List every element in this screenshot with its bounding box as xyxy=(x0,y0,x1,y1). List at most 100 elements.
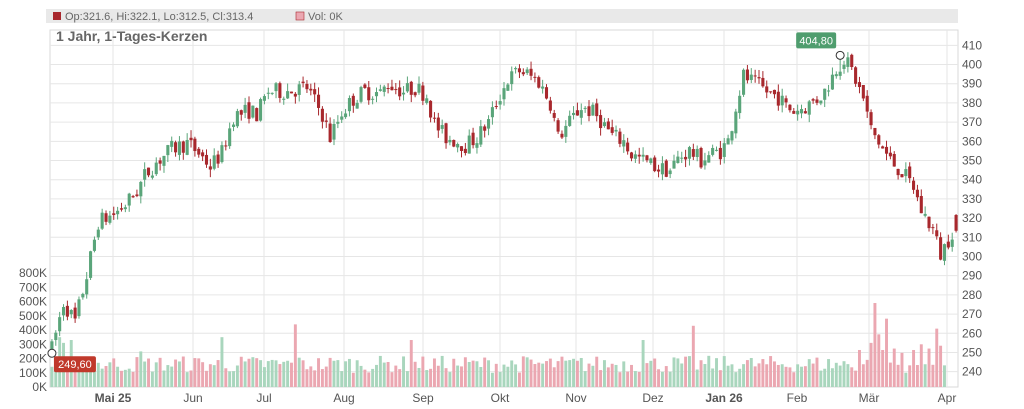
candle-body xyxy=(463,148,467,154)
volume-bar xyxy=(707,355,711,387)
candle-body xyxy=(676,156,680,163)
price-tick-label: 300 xyxy=(962,249,982,263)
volume-bar xyxy=(800,366,803,387)
price-tick-label: 310 xyxy=(962,230,982,244)
candle-body xyxy=(490,107,494,118)
price-tick-label: 380 xyxy=(962,96,982,110)
candle-body xyxy=(633,154,637,159)
volume-bar xyxy=(347,358,351,387)
volume-bar xyxy=(699,360,703,387)
volume-bar xyxy=(409,340,413,387)
volume-bar xyxy=(537,362,541,387)
candle-body xyxy=(827,90,831,92)
candle-body xyxy=(552,113,556,118)
candle-body xyxy=(452,139,456,147)
volume-bar xyxy=(923,364,927,387)
volume-bar xyxy=(313,370,317,387)
volume-bar xyxy=(208,364,212,387)
price-tick-label: 270 xyxy=(962,307,982,321)
candle-body xyxy=(823,88,827,100)
candle-body xyxy=(919,195,923,214)
volume-bar xyxy=(429,368,433,387)
volume-bar xyxy=(556,361,560,387)
candle-body xyxy=(811,99,815,101)
candle-body xyxy=(328,123,332,143)
candle-body xyxy=(595,103,599,117)
candle-body xyxy=(243,104,247,113)
volume-bar xyxy=(123,369,127,387)
candle-body xyxy=(409,81,413,95)
volume-bar xyxy=(174,359,178,387)
volume-bar xyxy=(510,360,514,387)
volume-bar xyxy=(402,356,406,387)
volume-bar xyxy=(421,356,425,387)
candle-body xyxy=(274,83,278,92)
candle-body xyxy=(262,96,266,101)
volume-bar xyxy=(162,370,166,387)
candle-body xyxy=(228,128,232,147)
volume-bar xyxy=(602,360,606,387)
candle-body xyxy=(131,196,135,198)
candle-body xyxy=(309,88,313,91)
candle-body xyxy=(479,126,483,145)
volume-bar xyxy=(807,359,811,387)
candle-body xyxy=(146,167,151,176)
volume-bar xyxy=(695,369,699,387)
candle-body xyxy=(591,104,595,116)
candle-body xyxy=(881,146,885,149)
volume-bar xyxy=(869,342,873,387)
volume-bar xyxy=(854,370,858,387)
candle-body xyxy=(884,146,889,154)
candle-body xyxy=(602,122,607,127)
volume-bar xyxy=(127,368,131,387)
candle-body xyxy=(587,106,591,117)
candle-body xyxy=(819,100,823,104)
candle-body xyxy=(548,100,552,111)
volume-bar xyxy=(919,344,923,387)
volume-bar xyxy=(676,358,680,387)
legend-bar xyxy=(46,9,958,23)
candle-body xyxy=(494,106,498,108)
volume-bar xyxy=(514,364,518,387)
candle-body xyxy=(614,129,618,132)
volume-bar xyxy=(900,352,904,387)
volume-tick-label: 800K xyxy=(19,266,47,280)
volume-bar xyxy=(317,358,321,387)
candle-body xyxy=(908,166,912,179)
candle-body xyxy=(637,154,641,157)
low-label: 249,60 xyxy=(58,359,92,371)
price-tick-label: 260 xyxy=(962,326,982,340)
volume-tick-label: 700K xyxy=(19,280,47,294)
candle-body xyxy=(344,113,348,118)
volume-bar xyxy=(664,366,668,387)
volume-bar xyxy=(104,366,108,387)
candle-body xyxy=(657,169,661,172)
price-tick-label: 390 xyxy=(962,77,982,91)
candle-body xyxy=(927,216,931,229)
candle-body xyxy=(641,154,645,157)
candle-body xyxy=(610,127,614,133)
candle-body xyxy=(718,147,722,160)
candle-body xyxy=(247,102,251,119)
candle-body xyxy=(842,64,846,69)
candle-body xyxy=(533,76,537,78)
candle-body xyxy=(359,87,363,102)
candle-body xyxy=(606,121,610,130)
candle-body xyxy=(629,152,634,159)
volume-bar xyxy=(394,365,398,387)
volume-bar xyxy=(483,357,487,387)
candle-body xyxy=(745,69,749,81)
month-label: Mär xyxy=(859,391,880,405)
volume-bar xyxy=(228,371,232,387)
candle-body xyxy=(123,207,127,210)
candle-body xyxy=(486,119,491,129)
volume-bar xyxy=(630,364,633,387)
volume-bar xyxy=(177,361,181,387)
candle-body xyxy=(788,104,792,111)
candle-body xyxy=(869,112,873,126)
candle-body xyxy=(363,84,367,88)
candle-body xyxy=(374,92,379,97)
volume-bar xyxy=(568,360,572,387)
candle-body xyxy=(143,169,147,180)
volume-bar xyxy=(460,366,463,387)
